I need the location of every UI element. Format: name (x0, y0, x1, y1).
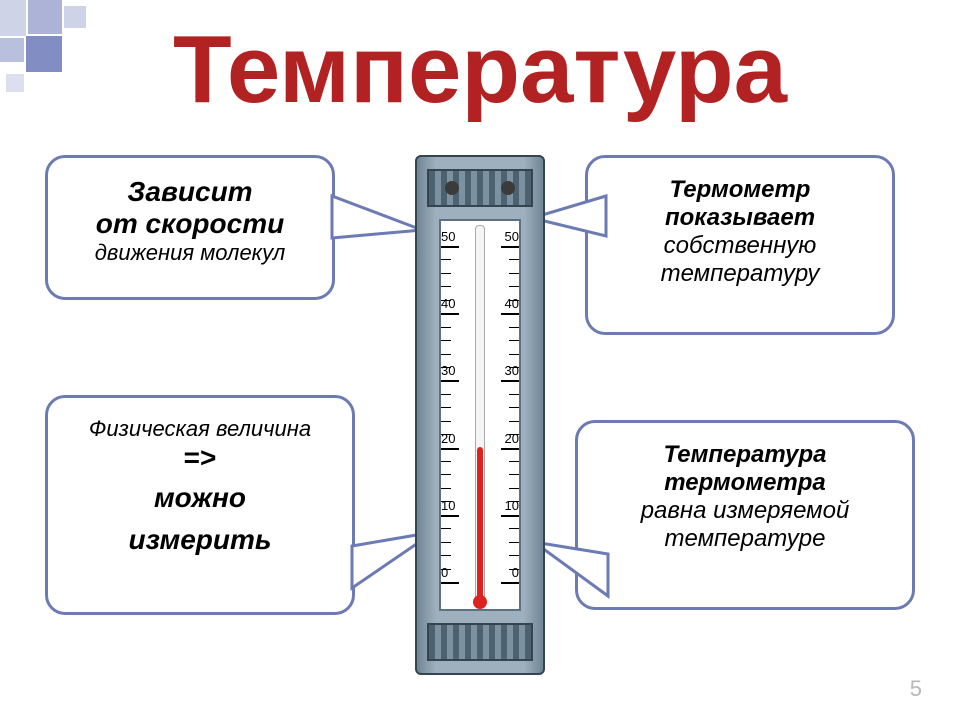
thermometer-mercury (477, 447, 483, 601)
callout-text: измерить (64, 524, 336, 556)
thermometer: 0010102020303040405050 (415, 155, 545, 675)
callout-text: Термометр (604, 176, 876, 204)
thermometer-bottom-grille (427, 623, 533, 661)
callout-text: можно (64, 482, 336, 514)
screw-icon (501, 181, 515, 195)
callout-text: от скорости (64, 208, 316, 240)
callout-text: термометра (594, 469, 896, 497)
page-number: 5 (910, 676, 922, 702)
callout-text: показывает (604, 204, 876, 232)
thermometer-bulb (473, 595, 487, 609)
screw-icon (445, 181, 459, 195)
callout-text: Зависит (64, 176, 316, 208)
callout-text: Физическая величина (64, 416, 336, 442)
callout-text: Температура (594, 441, 896, 469)
thermometer-top-grille (427, 169, 533, 207)
callout-arrow: => (64, 442, 336, 474)
callout-depends-on-speed: Зависит от скорости движения молекул (45, 155, 335, 300)
slide-title: Температура (0, 15, 960, 125)
callout-text: температуру (604, 260, 876, 288)
callout-text: движения молекул (64, 240, 316, 266)
callout-thermometer-shows-own: Термометр показывает собственную темпера… (585, 155, 895, 335)
callout-text: собственную (604, 232, 876, 260)
callout-text: температуре (594, 525, 896, 553)
callout-physical-quantity: Физическая величина => можно измерить (45, 395, 355, 615)
callout-text: равна измеряемой (594, 497, 896, 525)
callout-temperature-equals: Температура термометра равна измеряемой … (575, 420, 915, 610)
